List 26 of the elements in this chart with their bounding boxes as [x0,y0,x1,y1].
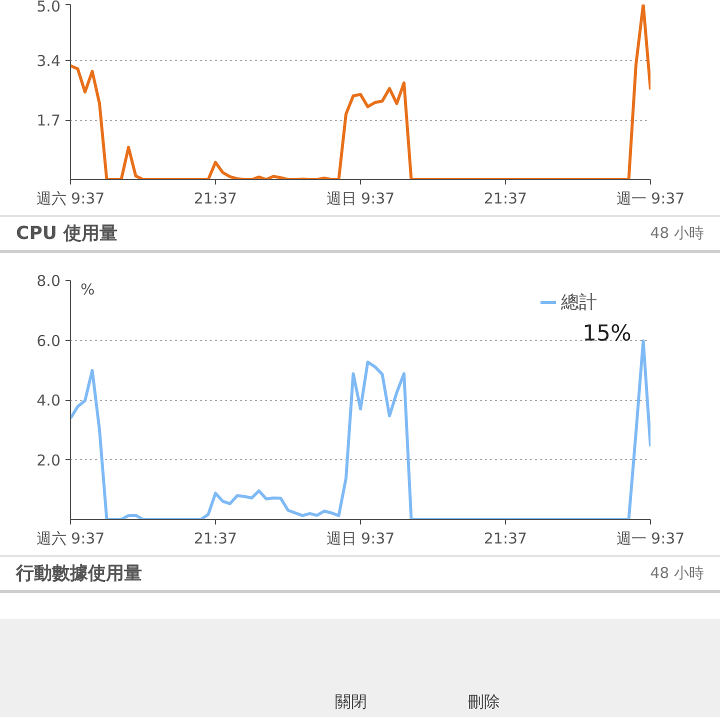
y-tick-label: 8.0 [36,272,61,290]
text: 刪除 [468,691,500,713]
x-tick-label: 週六 9:37 [36,190,105,208]
y-tick-label: 4.0 [36,392,61,410]
y-tick-label: 2.0 [36,451,61,470]
y-tick-label: 6.0 [36,332,61,350]
text: 48 小時 [650,562,704,584]
y-tick-label: 5.0 [36,0,61,16]
annotation: 15% [582,322,632,346]
x-tick-label: 21:37 [194,190,238,208]
y-tick-label: 1.7 [36,112,61,130]
chart-subtitle: 48 小時 [650,222,704,244]
x-tick-label: 週一 9:37 [616,530,685,548]
chart-title: CPU 使用量 [16,222,118,246]
legend-label: 總計 [561,291,598,315]
x-tick-label: 週一 9:37 [616,190,685,208]
x-tick-label: 21:37 [484,530,528,548]
x-tick-label: 週六 9:37 [36,530,105,548]
x-tick-label: 21:37 [484,190,528,208]
x-tick-label: 週日 9:37 [326,530,395,548]
y-tick-label: 3.4 [36,52,61,70]
text: 關閉 [335,691,367,713]
y-axis-title: % [80,280,95,298]
x-tick-label: 週日 9:37 [326,190,395,208]
x-tick-label: 21:37 [194,530,238,548]
text: 行動數據使用量 [16,562,142,586]
